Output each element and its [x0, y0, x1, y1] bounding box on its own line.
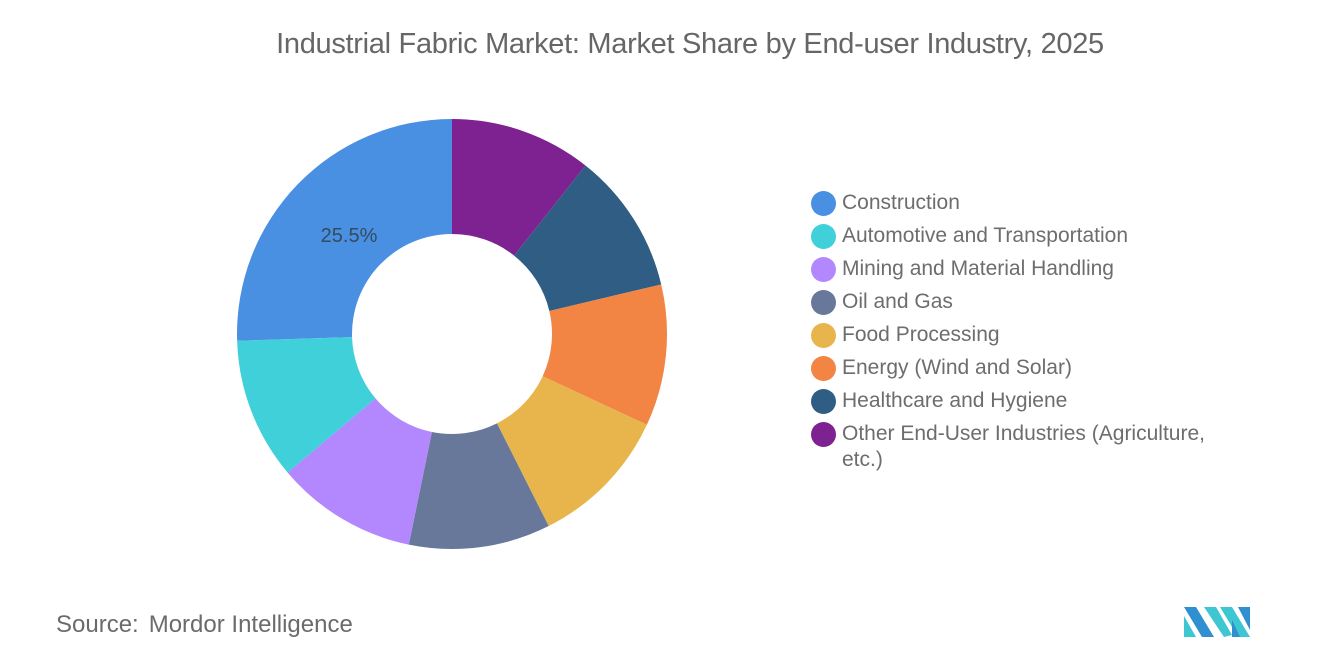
chart-title: Industrial Fabric Market: Market Share b…: [276, 28, 1104, 60]
donut-slices: [237, 119, 667, 549]
legend-item-construction[interactable]: Construction: [811, 190, 1241, 216]
legend-item-energy[interactable]: Energy (Wind and Solar): [811, 355, 1241, 381]
legend-label: Oil and Gas: [842, 290, 953, 313]
legend-item-mining[interactable]: Mining and Material Handling: [811, 256, 1241, 282]
slice-energy[interactable]: [542, 284, 667, 425]
slice-automotive[interactable]: [237, 337, 376, 473]
legend-dot-icon: [811, 389, 836, 414]
slice-construction[interactable]: [237, 119, 452, 341]
legend-dot-icon: [811, 290, 836, 315]
legend-item-automotive[interactable]: Automotive and Transportation: [811, 223, 1241, 249]
legend-label: Automotive and Transportation: [842, 224, 1129, 247]
legend-dot-icon: [811, 191, 836, 216]
chart-legend: Construction Automotive and Transportati…: [811, 190, 1241, 480]
slice-mining[interactable]: [287, 398, 432, 545]
legend-dot-icon: [811, 257, 836, 282]
mordor-logo-icon: [1184, 607, 1250, 637]
data-label-construction: 25.5%: [321, 225, 378, 247]
legend-item-healthcare[interactable]: Healthcare and Hygiene: [811, 388, 1241, 414]
legend-dot-icon: [811, 422, 836, 447]
source-value: Mordor Intelligence: [148, 611, 353, 638]
legend-label: Construction: [842, 191, 960, 214]
slice-oil-gas[interactable]: [408, 423, 549, 549]
legend-item-other[interactable]: Other End-User Industries (Agriculture, …: [811, 421, 1241, 473]
legend-label: Energy (Wind and Solar): [842, 356, 1072, 379]
legend-label: Mining and Material Handling: [842, 257, 1114, 280]
legend-dot-icon: [811, 224, 836, 249]
slice-other[interactable]: [452, 119, 586, 256]
legend-item-food[interactable]: Food Processing: [811, 322, 1241, 348]
legend-label: Food Processing: [842, 323, 1000, 346]
legend-label: Healthcare and Hygiene: [842, 389, 1068, 412]
legend-label: Other End-User Industries (Agriculture, …: [842, 422, 1205, 471]
legend-dot-icon: [811, 323, 836, 348]
slice-healthcare[interactable]: [514, 165, 662, 311]
slice-food[interactable]: [496, 376, 647, 527]
legend-item-oil-gas[interactable]: Oil and Gas: [811, 289, 1241, 315]
source-note: Source: Mordor Intelligence: [56, 611, 353, 639]
legend-dot-icon: [811, 356, 836, 381]
source-label: Source:: [56, 611, 139, 638]
